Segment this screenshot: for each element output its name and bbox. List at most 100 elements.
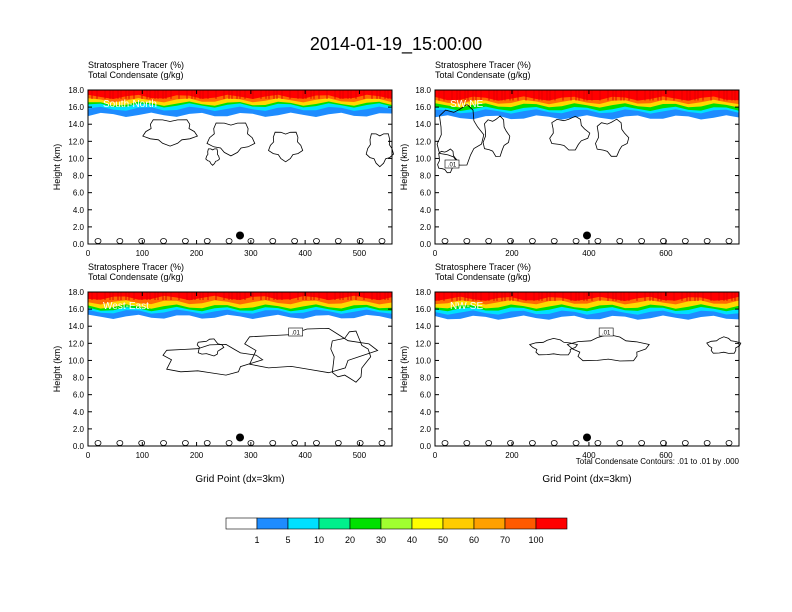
colorbar-label: 30 [376, 535, 386, 545]
y-tick-label: 12.0 [415, 339, 431, 348]
colorbar-swatch [349, 517, 382, 530]
colorbar-swatch [318, 517, 351, 530]
y-tick-label: 0.0 [73, 442, 85, 451]
y-tick-label: 10.0 [415, 154, 431, 163]
colorbar-swatch [287, 517, 320, 530]
panel-title-line: Stratosphere Tracer (%) [88, 60, 184, 70]
location-marker [236, 433, 244, 442]
location-marker [236, 231, 244, 240]
tracer-bands [88, 90, 392, 117]
page-title: 2014-01-19_15:00:00 [310, 34, 482, 55]
footnote: Total Condensate Contours: .01 to .01 by… [576, 457, 740, 466]
y-tick-label: 16.0 [415, 305, 431, 314]
panel-label: SW-NE [450, 99, 483, 110]
y-tick-label: 16.0 [68, 103, 84, 112]
y-tick-label: 2.0 [73, 223, 85, 232]
y-tick-label: 6.0 [73, 391, 85, 400]
colorbar-label: 70 [500, 535, 510, 545]
y-tick-label: 4.0 [420, 408, 432, 417]
contour-line [205, 148, 220, 166]
colorbar-label: 20 [345, 535, 355, 545]
tracer-bands [435, 292, 739, 320]
plot-frame [434, 89, 740, 245]
panel-title-line: Stratosphere Tracer (%) [435, 60, 531, 70]
panel-label: NW-SE [450, 301, 483, 312]
contour-line [330, 330, 372, 383]
y-tick-label: 2.0 [73, 425, 85, 434]
x-tick-label: 400 [298, 451, 312, 460]
panels-group: Stratosphere Tracer (%)Total Condensate … [52, 60, 742, 485]
y-tick-label: 10.0 [68, 154, 84, 163]
x-tick-label: 500 [353, 249, 367, 258]
x-tick-label: 400 [582, 249, 596, 258]
y-tick-label: 8.0 [73, 374, 85, 383]
y-tick-label: 0.0 [420, 442, 432, 451]
condensate-contours [94, 119, 394, 244]
contour-line [528, 337, 579, 356]
tracer-bands [435, 90, 739, 120]
y-tick-label: 14.0 [68, 120, 84, 129]
y-tick-label: 14.0 [415, 120, 431, 129]
y-axis-label: Height (km) [52, 346, 62, 393]
contour-label: .01 [291, 331, 300, 337]
contour-line [595, 118, 630, 157]
contour-line [365, 133, 394, 168]
panel-1: Stratosphere Tracer (%)Total Condensate … [52, 60, 394, 258]
tracer-bands [88, 292, 392, 319]
x-tick-label: 100 [136, 249, 150, 258]
y-tick-label: 8.0 [73, 172, 85, 181]
x-tick-label: 300 [244, 451, 258, 460]
y-tick-label: 18.0 [415, 86, 431, 95]
y-tick-label: 10.0 [68, 356, 84, 365]
panel-label: South-North [103, 99, 157, 110]
y-tick-label: 2.0 [420, 425, 432, 434]
x-axis-label: Grid Point (dx=3km) [195, 474, 284, 485]
colorbar-label: 1 [254, 535, 259, 545]
contour-label-box [288, 327, 303, 337]
plot-frame [434, 291, 740, 447]
colorbar-label: 10 [314, 535, 324, 545]
y-tick-label: 12.0 [68, 339, 84, 348]
panel-3: Stratosphere Tracer (%)Total Condensate … [52, 262, 393, 485]
plot-frame [87, 89, 393, 245]
y-tick-label: 16.0 [415, 103, 431, 112]
panel-label: West-East [103, 301, 149, 312]
contour-label-box [598, 327, 614, 337]
x-tick-label: 100 [136, 451, 150, 460]
contour-line [196, 338, 225, 357]
x-tick-label: 200 [505, 451, 519, 460]
x-tick-label: 400 [298, 249, 312, 258]
x-tick-label: 400 [582, 451, 596, 460]
panel-title-line: Total Condensate (g/kg) [435, 70, 531, 80]
location-marker [583, 433, 591, 442]
y-tick-label: 4.0 [73, 206, 85, 215]
x-tick-label: 200 [190, 451, 204, 460]
y-axis-label: Height (km) [399, 144, 409, 191]
panel-4: Stratosphere Tracer (%)Total Condensate … [399, 262, 742, 485]
y-axis-label: Height (km) [52, 144, 62, 191]
y-tick-label: 18.0 [68, 86, 84, 95]
panel-2: Stratosphere Tracer (%)Total Condensate … [399, 60, 740, 258]
y-tick-label: 18.0 [415, 288, 431, 297]
x-tick-label: 0 [86, 249, 91, 258]
x-tick-label: 500 [353, 451, 367, 460]
contour-label: .01 [602, 331, 611, 337]
colorbar-swatch [442, 517, 475, 530]
y-tick-label: 6.0 [420, 189, 432, 198]
y-tick-label: 12.0 [68, 137, 84, 146]
colorbar-swatch [380, 517, 413, 530]
y-tick-label: 8.0 [420, 172, 432, 181]
y-tick-label: 6.0 [73, 189, 85, 198]
colorbar-label: 5 [285, 535, 290, 545]
colorbar: 1 5 10 20 30 40 50 60 70 100 [225, 517, 568, 545]
panel-title-line: Stratosphere Tracer (%) [88, 262, 184, 272]
x-tick-label: 600 [659, 249, 673, 258]
contour-line [206, 122, 256, 157]
x-tick-label: 200 [190, 249, 204, 258]
colorbar-swatch [535, 517, 568, 530]
panel-title-line: Total Condensate (g/kg) [435, 272, 531, 282]
contour-line [268, 131, 304, 163]
y-tick-label: 4.0 [73, 408, 85, 417]
x-tick-label: 0 [433, 451, 438, 460]
